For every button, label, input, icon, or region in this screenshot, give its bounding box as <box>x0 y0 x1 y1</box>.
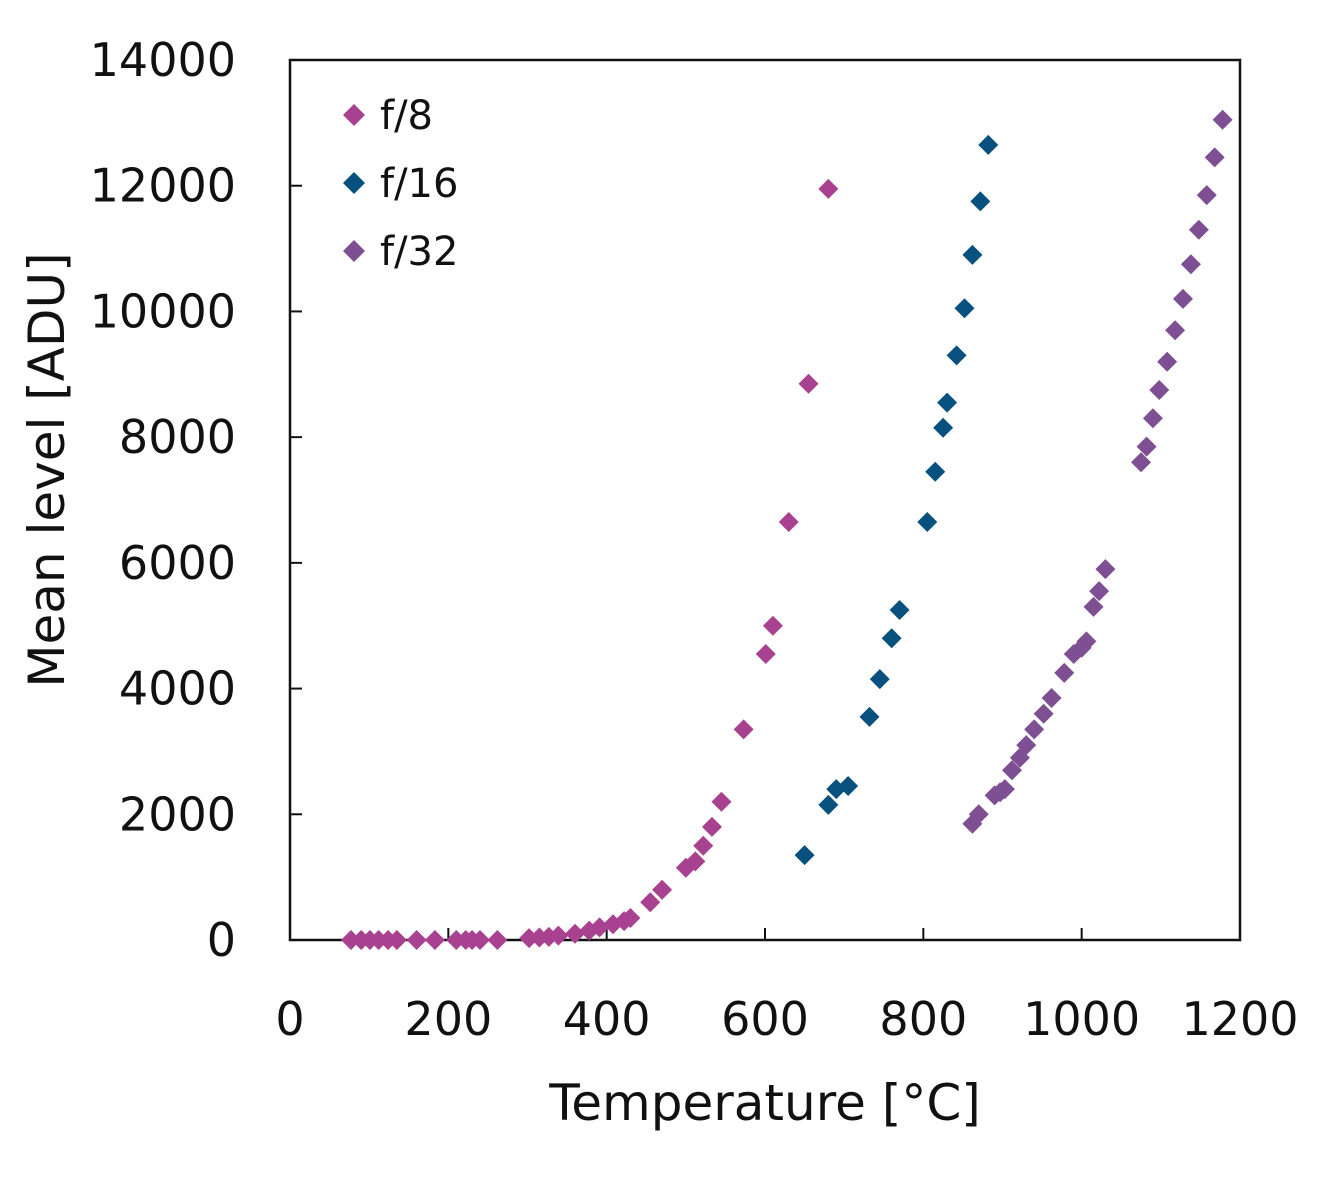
data-point <box>1180 254 1201 275</box>
data-point <box>954 298 975 319</box>
data-point <box>652 879 673 900</box>
data-point <box>818 794 839 815</box>
x-tick-label: 800 <box>879 992 967 1046</box>
data-point <box>487 930 508 950</box>
data-point <box>1033 703 1054 724</box>
x-tick-label: 600 <box>721 992 809 1046</box>
y-tick-label: 14000 <box>90 33 236 87</box>
y-tick-label: 8000 <box>119 410 236 464</box>
data-point <box>818 178 839 199</box>
data-point <box>424 930 445 950</box>
data-point <box>711 791 732 812</box>
data-point <box>933 417 954 438</box>
data-point <box>762 615 783 636</box>
data-point <box>859 706 880 727</box>
data-point <box>889 600 910 620</box>
data-point <box>1196 185 1217 206</box>
y-axis-ticks: 0 2000 4000 6000 8000 10000 12000 14000 <box>90 33 302 967</box>
data-point <box>794 845 815 866</box>
y-tick-label: 12000 <box>90 159 236 213</box>
data-point <box>1002 760 1022 781</box>
data-point <box>1054 662 1075 683</box>
data-point <box>1095 559 1116 580</box>
data-point <box>693 835 714 856</box>
x-tick-label: 200 <box>404 992 492 1046</box>
data-point <box>881 628 902 649</box>
data-point <box>925 461 946 482</box>
series-1 <box>340 178 839 950</box>
x-axis-title: Temperature [°C] <box>548 1074 981 1132</box>
data-point <box>1131 452 1152 473</box>
data-point <box>386 930 407 950</box>
data-point <box>589 917 610 938</box>
y-tick-label: 0 <box>207 913 236 967</box>
data-point <box>778 512 799 532</box>
data-point <box>548 925 569 946</box>
data-point <box>869 669 890 690</box>
legend-marker <box>343 104 365 126</box>
data-point <box>1041 688 1062 708</box>
x-tick-label: 0 <box>275 992 304 1046</box>
x-axis-ticks: 0 200 400 600 800 1000 1200 <box>275 928 1299 1046</box>
x-tick-label: 1200 <box>1181 992 1298 1046</box>
y-axis-title: Mean level [ADU] <box>18 252 76 687</box>
data-point <box>798 373 819 394</box>
legend-label: f/32 <box>380 229 458 275</box>
data-point <box>685 851 706 872</box>
y-tick-label: 10000 <box>90 284 236 338</box>
series-2 <box>794 134 999 866</box>
data-point <box>970 191 991 212</box>
data-points <box>340 109 1233 950</box>
data-point <box>470 930 490 950</box>
series-3 <box>962 109 1233 834</box>
data-point <box>340 930 361 950</box>
y-tick-label: 2000 <box>119 787 236 841</box>
data-point <box>994 779 1015 800</box>
data-point <box>640 892 661 913</box>
legend-marker <box>343 172 365 194</box>
legend-label: f/16 <box>380 161 458 207</box>
data-point <box>1165 320 1186 341</box>
data-point <box>1089 581 1110 602</box>
data-point <box>406 930 427 950</box>
data-point <box>937 392 958 413</box>
data-point <box>917 512 938 532</box>
data-point <box>701 816 722 837</box>
data-point <box>838 776 859 796</box>
data-point <box>1016 735 1037 756</box>
data-point <box>1024 719 1045 740</box>
data-point <box>1212 109 1233 130</box>
data-point <box>755 644 776 664</box>
data-point <box>1204 147 1225 168</box>
legend: f/8 f/16 f/32 <box>343 93 458 275</box>
x-tick-label: 400 <box>563 992 651 1046</box>
data-point <box>1149 380 1170 400</box>
data-point <box>1157 351 1178 372</box>
x-tick-label: 1000 <box>1023 992 1140 1046</box>
y-tick-label: 6000 <box>119 536 236 590</box>
data-point <box>962 244 983 265</box>
data-point <box>565 923 585 944</box>
y-tick-label: 4000 <box>119 662 236 716</box>
data-point <box>620 908 641 928</box>
data-point <box>1188 219 1209 240</box>
data-point <box>1076 631 1097 652</box>
data-point <box>1173 288 1193 309</box>
data-point <box>1083 596 1104 617</box>
data-point <box>1142 408 1163 429</box>
data-point <box>946 345 967 366</box>
data-point <box>1136 436 1157 457</box>
legend-label: f/8 <box>380 93 433 139</box>
data-point <box>733 719 754 740</box>
data-point <box>968 804 989 825</box>
data-point <box>978 134 999 155</box>
legend-marker <box>343 240 365 262</box>
